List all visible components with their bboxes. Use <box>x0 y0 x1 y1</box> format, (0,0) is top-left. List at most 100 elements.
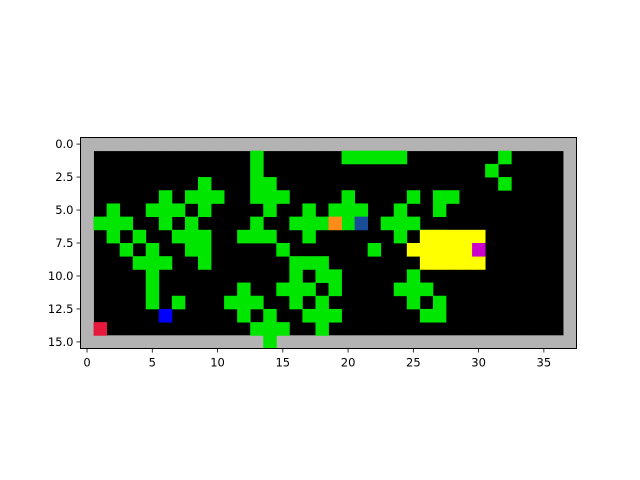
plant-cell <box>393 150 408 165</box>
plant-cell <box>445 190 460 204</box>
wall-cell <box>289 137 303 152</box>
plant-cell <box>197 190 212 204</box>
plant-cell <box>250 177 264 191</box>
plant-cell <box>380 150 395 165</box>
wall-cell <box>145 137 160 152</box>
plant-cell <box>406 269 421 283</box>
plant-cell <box>237 282 251 297</box>
wall-cell <box>354 335 369 349</box>
x-tick-label: 15 <box>275 356 290 370</box>
plant-cell <box>184 229 199 244</box>
plant-cell <box>367 243 382 257</box>
wall-cell <box>341 335 355 349</box>
plant-cell <box>393 229 408 244</box>
wall-cell <box>145 335 160 349</box>
zone-cell <box>472 256 486 270</box>
plant-cell <box>263 177 277 191</box>
wall-cell <box>158 335 173 349</box>
wall-cell <box>393 137 408 152</box>
wall-cell <box>563 243 577 257</box>
wall-cell <box>550 137 564 152</box>
plant-cell <box>432 308 447 323</box>
plant-cell <box>132 229 147 244</box>
wall-cell <box>445 137 460 152</box>
plant-cell <box>354 203 369 218</box>
plant-cell <box>263 335 277 349</box>
wall-cell <box>106 335 121 349</box>
wall-cell <box>537 137 551 152</box>
plant-cell <box>328 308 342 323</box>
agent-navy <box>354 216 369 231</box>
wall-cell <box>197 137 212 152</box>
x-tick-label: 10 <box>210 356 225 370</box>
wall-cell <box>485 335 499 349</box>
plant-cell <box>145 295 160 310</box>
wall-cell <box>393 335 408 349</box>
plant-cell <box>184 190 199 204</box>
plant-cell <box>419 308 434 323</box>
plant-cell <box>328 282 342 297</box>
wall-cell <box>80 190 94 204</box>
y-tick-label: 0.0 <box>55 137 73 151</box>
wall-cell <box>498 137 512 152</box>
plant-cell <box>250 295 264 310</box>
wall-cell <box>224 137 238 152</box>
plant-cell <box>250 163 264 178</box>
wall-cell <box>119 137 134 152</box>
plant-cell <box>393 282 408 297</box>
plant-cell <box>250 150 264 165</box>
wall-cell <box>419 137 434 152</box>
plant-cell <box>158 190 173 204</box>
wall-cell <box>498 335 512 349</box>
plant-cell <box>406 190 421 204</box>
wall-cell <box>459 335 473 349</box>
plant-cell <box>315 322 329 336</box>
wall-cell <box>80 322 94 336</box>
plant-cell <box>197 229 212 244</box>
wall-cell <box>80 177 94 191</box>
y-tick-label: 15.0 <box>48 335 74 349</box>
zone-cell <box>432 243 447 257</box>
x-tick-label: 25 <box>406 356 421 370</box>
zone-cell <box>472 229 486 244</box>
plant-cell <box>263 203 277 218</box>
y-tick-label: 10.0 <box>48 269 74 283</box>
wall-cell <box>250 137 264 152</box>
wall-cell <box>315 335 329 349</box>
plant-cell <box>276 190 290 204</box>
wall-cell <box>537 335 551 349</box>
plant-cell <box>328 203 342 218</box>
wall-cell <box>524 335 538 349</box>
plant-cell <box>341 216 355 231</box>
zone-cell <box>419 243 434 257</box>
wall-cell <box>432 137 447 152</box>
plant-cell <box>302 308 316 323</box>
plant-cell <box>315 269 329 283</box>
wall-cell <box>224 335 238 349</box>
plant-cell <box>237 295 251 310</box>
plant-cell <box>250 322 264 336</box>
zone-cell <box>459 243 473 257</box>
wall-cell <box>459 137 473 152</box>
wall-cell <box>237 335 251 349</box>
wall-cell <box>80 163 94 178</box>
wall-cell <box>550 335 564 349</box>
wall-cell <box>524 137 538 152</box>
wall-cell <box>184 335 199 349</box>
plant-cell <box>250 229 264 244</box>
wall-cell <box>563 308 577 323</box>
plant-cell <box>119 216 134 231</box>
plant-cell <box>197 256 212 270</box>
wall-cell <box>472 335 486 349</box>
agent-blue <box>158 308 173 323</box>
wall-cell <box>158 137 173 152</box>
plant-cell <box>289 216 303 231</box>
wall-cell <box>563 269 577 283</box>
zone-cell <box>432 256 447 270</box>
wall-cell <box>80 269 94 283</box>
plant-cell <box>93 216 107 231</box>
wall-cell <box>315 137 329 152</box>
wall-cell <box>367 335 382 349</box>
wall-cell <box>380 137 395 152</box>
